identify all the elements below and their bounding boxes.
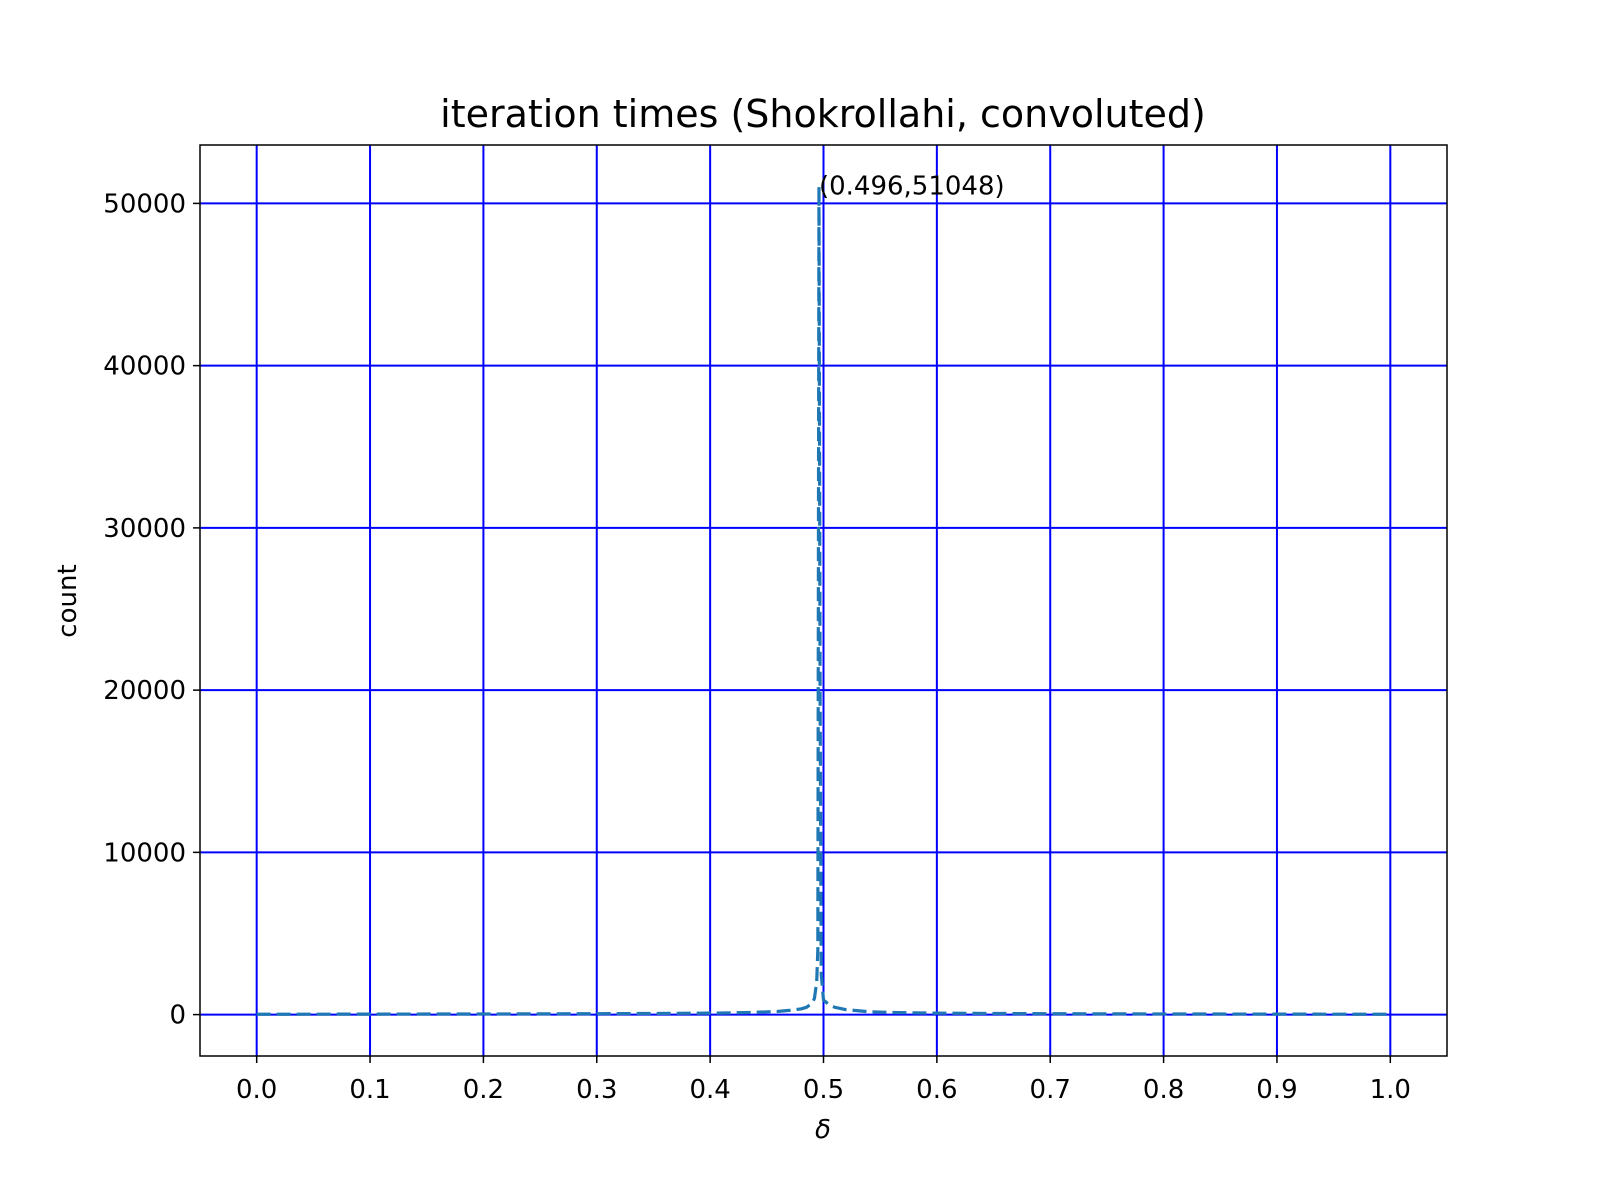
x-axis-label: δ bbox=[815, 1115, 831, 1145]
chart-title: iteration times (Shokrollahi, convoluted… bbox=[440, 92, 1206, 136]
x-tick-label: 0.5 bbox=[803, 1075, 844, 1105]
y-tick-label: 30000 bbox=[103, 514, 186, 544]
y-tick-label: 40000 bbox=[103, 352, 186, 382]
y-axis-label: count bbox=[53, 564, 83, 637]
x-tick-label: 0.9 bbox=[1256, 1075, 1297, 1105]
x-tick-label: 0.1 bbox=[349, 1075, 390, 1105]
x-tick-label: 0.6 bbox=[916, 1075, 957, 1105]
series-layer bbox=[256, 184, 1391, 1016]
x-tick-label: 0.0 bbox=[236, 1075, 277, 1105]
x-tick-label: 0.4 bbox=[689, 1075, 730, 1105]
x-tick-label: 0.8 bbox=[1143, 1075, 1184, 1105]
x-tick-label: 0.7 bbox=[1030, 1075, 1071, 1105]
x-tick-label: 0.3 bbox=[576, 1075, 617, 1105]
grid bbox=[200, 145, 1447, 1056]
y-tick-label: 0 bbox=[169, 1001, 186, 1031]
peak-annotation: (0.496,51048) bbox=[819, 171, 1005, 201]
y-tick-label: 20000 bbox=[103, 676, 186, 706]
y-axis: 0 10000 20000 30000 40000 50000 bbox=[103, 189, 200, 1031]
series-line bbox=[256, 184, 1391, 1016]
y-tick-label: 50000 bbox=[103, 189, 186, 219]
y-tick-label: 10000 bbox=[103, 838, 186, 868]
x-axis: 0.0 0.1 0.2 0.3 0.4 0.5 0.6 0.7 0.8 0.9 1.0 bbox=[236, 1056, 1411, 1105]
x-tick-label: 0.2 bbox=[463, 1075, 504, 1105]
x-tick-label: 1.0 bbox=[1370, 1075, 1411, 1105]
